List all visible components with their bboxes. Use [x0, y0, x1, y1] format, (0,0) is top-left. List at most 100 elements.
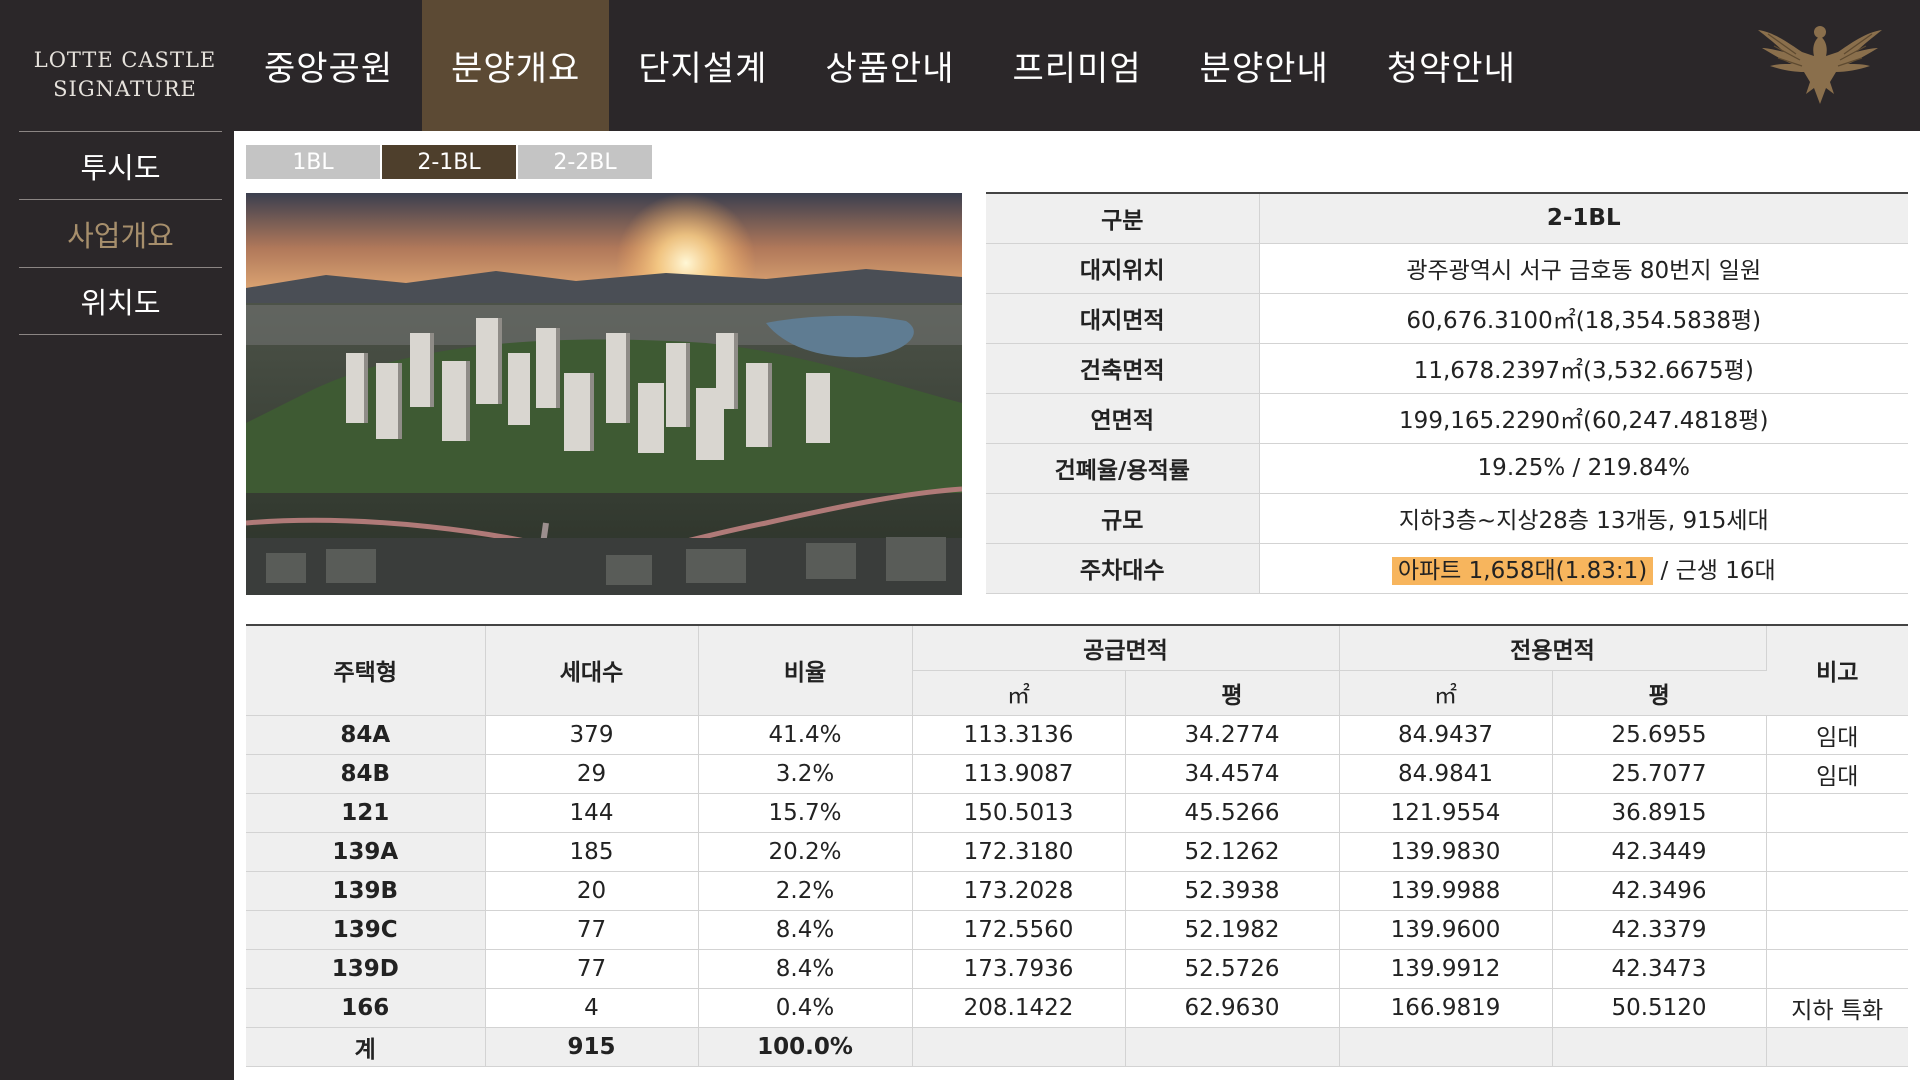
- cell-exclusive-pyeong: 42.3449: [1552, 832, 1767, 872]
- cell-type: 139D: [246, 949, 486, 989]
- total-empty: [1339, 1027, 1553, 1067]
- cell-exclusive-pyeong: 50.5120: [1552, 988, 1767, 1028]
- total-households: 915: [485, 1027, 699, 1067]
- cell-exclusive-pyeong: 25.7077: [1552, 754, 1767, 794]
- header-supply-area: 공급면적: [912, 625, 1340, 671]
- cell-exclusive-pyeong: 42.3496: [1552, 871, 1767, 911]
- cell-supply-pyeong: 52.1982: [1125, 910, 1340, 950]
- cell-ratio: 41.4%: [698, 715, 913, 755]
- brand-logo[interactable]: LOTTE CASTLE SIGNATURE: [30, 46, 220, 104]
- cell-note: [1766, 910, 1908, 950]
- parking-highlight: 아파트 1,658대(1.83:1): [1391, 557, 1654, 585]
- cell-households: 77: [485, 949, 699, 989]
- summary-value: 11,678.2397㎡(3,532.6675평): [1259, 343, 1908, 394]
- table-row: 166 4 0.4% 208.1422 62.9630 166.9819 50.5120 지하…: [246, 988, 1908, 1028]
- main-nav: 중앙공원 분양개요 단지설계 상품안내 프리미엄 분양안내 청약안내: [235, 0, 1545, 131]
- summary-key: 구분: [986, 193, 1260, 244]
- tab-1bl[interactable]: 1BL: [246, 145, 380, 179]
- cell-exclusive-pyeong: 42.3473: [1552, 949, 1767, 989]
- table-row: 139A 185 20.2% 172.3180 52.1262 139.9830 42.34…: [246, 832, 1908, 872]
- parking-value: 아파트 1,658대(1.83:1) / 근생 16대: [1259, 543, 1908, 594]
- total-empty: [1125, 1027, 1340, 1067]
- top-header: LOTTE CASTLE SIGNATURE 중앙공원 분양개요 단지설계 상품…: [0, 0, 1920, 131]
- cell-supply-sqm: 173.2028: [912, 871, 1126, 911]
- cell-type: 166: [246, 988, 486, 1028]
- header-note: 비고: [1766, 625, 1908, 716]
- cell-ratio: 20.2%: [698, 832, 913, 872]
- cell-supply-sqm: 208.1422: [912, 988, 1126, 1028]
- cell-households: 144: [485, 793, 699, 833]
- cell-ratio: 8.4%: [698, 910, 913, 950]
- summary-value: 2-1BL: [1259, 193, 1908, 244]
- cell-supply-pyeong: 52.3938: [1125, 871, 1340, 911]
- cell-supply-pyeong: 52.1262: [1125, 832, 1340, 872]
- total-ratio: 100.0%: [698, 1027, 913, 1067]
- header-households: 세대수: [485, 625, 699, 716]
- cell-supply-sqm: 113.9087: [912, 754, 1126, 794]
- summary-key: 대지면적: [986, 293, 1260, 344]
- tab-2-2bl[interactable]: 2-2BL: [518, 145, 652, 179]
- eagle-emblem-icon: [1758, 26, 1882, 104]
- left-sidebar: 투시도 사업개요 위치도: [19, 131, 222, 335]
- cell-note: 임대: [1766, 754, 1908, 794]
- cell-supply-pyeong: 34.2774: [1125, 715, 1340, 755]
- sidebar-item-project-overview[interactable]: 사업개요: [19, 199, 222, 267]
- cell-households: 29: [485, 754, 699, 794]
- cell-supply-sqm: 113.3136: [912, 715, 1126, 755]
- nav-item-central-park[interactable]: 중앙공원: [264, 49, 394, 89]
- summary-row: 규모 지하3층~지상28층 13개동, 915세대: [986, 493, 1908, 544]
- summary-row: 구분 2-1BL: [986, 193, 1908, 244]
- summary-key: 연면적: [986, 393, 1260, 444]
- nav-item-sales-overview[interactable]: 분양개요: [422, 0, 610, 131]
- header-exclusive-area: 전용면적: [1339, 625, 1767, 671]
- cell-note: 임대: [1766, 715, 1908, 755]
- cell-exclusive-pyeong: 36.8915: [1552, 793, 1767, 833]
- table-header-row: 주택형 세대수 비율 공급면적 전용면적 비고: [246, 625, 1908, 716]
- aerial-complex-image: [246, 193, 962, 595]
- nav-item-subscription-guide[interactable]: 청약안내: [1386, 49, 1516, 89]
- cell-exclusive-sqm: 139.9912: [1339, 949, 1553, 989]
- summary-row: 연면적 199,165.2290㎡(60,247.4818평): [986, 393, 1908, 444]
- cell-households: 20: [485, 871, 699, 911]
- summary-key: 주차대수: [986, 543, 1260, 594]
- cell-exclusive-sqm: 121.9554: [1339, 793, 1553, 833]
- table-row: 84A 379 41.4% 113.3136 34.2774 84.9437 25.6955…: [246, 715, 1908, 755]
- nav-item-premium[interactable]: 프리미엄: [1012, 49, 1142, 89]
- cell-supply-pyeong: 34.4574: [1125, 754, 1340, 794]
- cell-exclusive-pyeong: 25.6955: [1552, 715, 1767, 755]
- summary-row: 건축면적 11,678.2397㎡(3,532.6675평): [986, 343, 1908, 394]
- nav-item-complex-design[interactable]: 단지설계: [638, 49, 768, 89]
- cell-supply-pyeong: 45.5266: [1125, 793, 1340, 833]
- cell-exclusive-sqm: 139.9988: [1339, 871, 1553, 911]
- summary-key: 규모: [986, 493, 1260, 544]
- sidebar-item-perspective[interactable]: 투시도: [19, 131, 222, 199]
- table-subheader-row: ㎡ 평 ㎡ 평: [246, 670, 1908, 716]
- cell-note: 지하 특화: [1766, 988, 1908, 1028]
- cell-households: 4: [485, 988, 699, 1028]
- tab-2-1bl[interactable]: 2-1BL: [382, 145, 516, 179]
- cell-exclusive-sqm: 84.9437: [1339, 715, 1553, 755]
- content-panel: 1BL 2-1BL 2-2BL: [234, 131, 1920, 1080]
- cell-ratio: 2.2%: [698, 871, 913, 911]
- unit-type-table: 주택형 세대수 비율 공급면적 전용면적 비고 ㎡ 평 ㎡ 평 84A 379 41…: [246, 624, 1908, 1067]
- summary-row: 건폐율/용적률 19.25% / 219.84%: [986, 443, 1908, 494]
- cell-type: 139B: [246, 871, 486, 911]
- header-ratio: 비율: [698, 625, 913, 716]
- cell-supply-sqm: 150.5013: [912, 793, 1126, 833]
- cell-supply-pyeong: 52.5726: [1125, 949, 1340, 989]
- nav-item-sales-guide[interactable]: 분양안내: [1199, 49, 1329, 89]
- table-row: 84B 29 3.2% 113.9087 34.4574 84.9841 25.7077 임대: [246, 754, 1908, 794]
- project-summary-table: 구분 2-1BL 대지위치 광주광역시 서구 금호동 80번지 일원 대지면적 …: [986, 192, 1908, 594]
- summary-value: 광주광역시 서구 금호동 80번지 일원: [1259, 243, 1908, 294]
- cell-ratio: 8.4%: [698, 949, 913, 989]
- nav-item-products[interactable]: 상품안내: [825, 49, 955, 89]
- cell-supply-pyeong: 62.9630: [1125, 988, 1340, 1028]
- cell-exclusive-sqm: 139.9600: [1339, 910, 1553, 950]
- total-empty: [912, 1027, 1126, 1067]
- summary-value: 60,676.3100㎡(18,354.5838평): [1259, 293, 1908, 344]
- unit-rows: 84A 379 41.4% 113.3136 34.2774 84.9437 25.6955…: [246, 715, 1908, 1028]
- sidebar-item-location-map[interactable]: 위치도: [19, 267, 222, 335]
- cell-note: [1766, 832, 1908, 872]
- cell-exclusive-pyeong: 42.3379: [1552, 910, 1767, 950]
- cell-households: 77: [485, 910, 699, 950]
